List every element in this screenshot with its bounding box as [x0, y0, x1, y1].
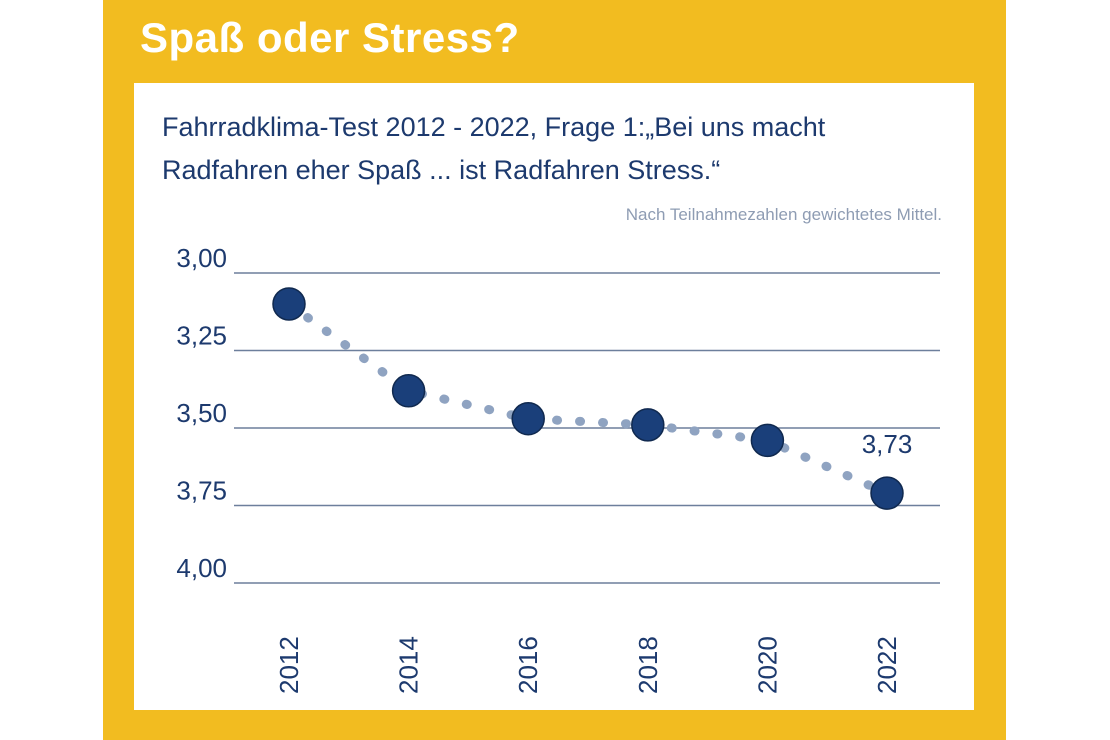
- y-tick-label: 3,75: [176, 476, 227, 506]
- data-point: [870, 476, 904, 510]
- data-point: [391, 374, 426, 408]
- x-tick-label: 2020: [752, 636, 782, 694]
- x-tick-label: 2014: [394, 636, 424, 694]
- y-tick-label: 3,25: [176, 321, 227, 351]
- data-point: [750, 423, 785, 458]
- chart-note: Nach Teilnahmezahlen gewichtetes Mittel.: [625, 205, 942, 224]
- data-point: [511, 401, 545, 436]
- headline: Spaß oder Stress?: [140, 14, 520, 61]
- y-tick-label: 4,00: [176, 553, 227, 583]
- x-tick-label: 2018: [633, 636, 663, 694]
- y-tick-label: 3,50: [176, 398, 227, 428]
- x-tick-label: 2016: [513, 636, 543, 694]
- data-point: [272, 287, 306, 321]
- data-label: 3,73: [862, 429, 913, 459]
- chart-subtitle: Fahrradklima-Test 2012 - 2022, Frage 1:„…: [162, 106, 962, 192]
- x-tick-label: 2012: [274, 636, 304, 694]
- subtitle-line-2: Radfahren eher Spaß ... ist Radfahren St…: [162, 155, 721, 185]
- data-point: [631, 408, 665, 442]
- subtitle-line-1: Fahrradklima-Test 2012 - 2022, Frage 1:„…: [162, 112, 826, 142]
- x-tick-label: 2022: [872, 636, 902, 694]
- chart-panel: [134, 83, 974, 710]
- y-tick-label: 3,00: [176, 243, 227, 273]
- series-dotted-line: [284, 299, 892, 498]
